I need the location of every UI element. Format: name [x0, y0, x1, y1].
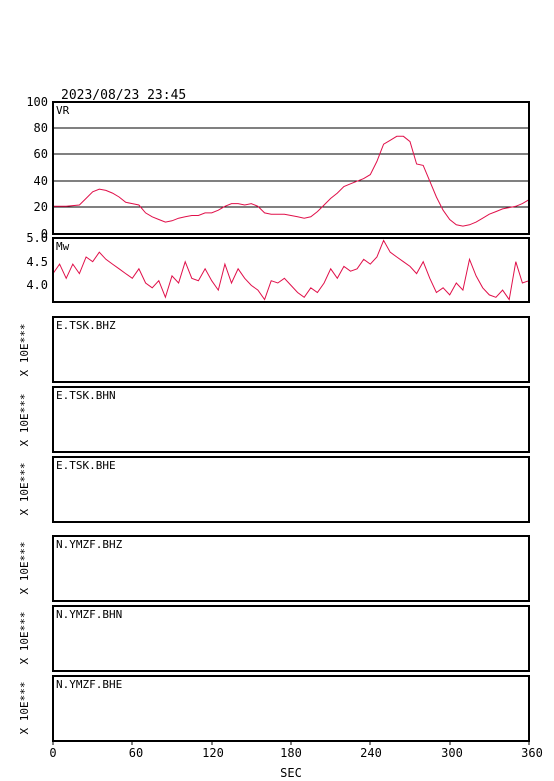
mw-tick-label-5.0: 5.0: [26, 231, 48, 245]
vr-panel: VR 0 20 40 60 80 100: [26, 95, 530, 241]
station-panel-e-tsk-bhz: E.TSK.BHZ X 10E***: [18, 316, 530, 383]
x-tick-label-360: 360: [521, 746, 543, 760]
station-label: N.YMZF.BHN: [56, 608, 122, 621]
vr-tick-label-20: 20: [34, 200, 48, 214]
station-label: N.YMZF.BHZ: [56, 538, 123, 551]
x-tick-label-0: 0: [49, 746, 56, 760]
station-panel-e-tsk-bhe: E.TSK.BHE X 10E***: [18, 456, 530, 523]
vr-tick-label-60: 60: [34, 147, 48, 161]
station-scale-label: X 10E***: [18, 612, 31, 665]
station-scale-label: X 10E***: [18, 682, 31, 735]
station-frame: [52, 456, 530, 523]
mw-tick-label-4.5: 4.5: [26, 255, 48, 269]
station-panel-n-ymzf-bhe: N.YMZF.BHE X 10E***: [18, 675, 530, 742]
station-panel-n-ymzf-bhz: N.YMZF.BHZ X 10E***: [18, 535, 530, 602]
vr-label: VR: [56, 104, 70, 117]
vr-tick-label-40: 40: [34, 174, 48, 188]
mw-panel: Mw 4.0 4.5 5.0: [26, 231, 530, 303]
station-frame: [52, 386, 530, 453]
station-scale-label: X 10E***: [18, 394, 31, 447]
station-panel-n-ymzf-bhn: N.YMZF.BHN X 10E***: [18, 605, 530, 672]
mw-series-line: [52, 239, 530, 301]
mw-label: Mw: [56, 240, 70, 253]
vr-tick-label-100: 100: [26, 95, 48, 109]
mw-tick-label-4.0: 4.0: [26, 278, 48, 292]
station-label: E.TSK.BHE: [56, 459, 116, 472]
station-label: E.TSK.BHZ: [56, 319, 116, 332]
vr-tick-label-80: 80: [34, 121, 48, 135]
station-label: E.TSK.BHN: [56, 389, 116, 402]
x-tick-label-300: 300: [441, 746, 463, 760]
timestamp: 2023/08/23 23:45: [61, 88, 186, 103]
station-frame: [52, 605, 530, 672]
vr-tick-label-0: 0: [41, 227, 48, 241]
station-frame: [52, 316, 530, 383]
x-tick-label-180: 180: [280, 746, 302, 760]
station-scale-label: X 10E***: [18, 463, 31, 516]
station-label: N.YMZF.BHE: [56, 678, 122, 691]
mw-frame: [52, 237, 530, 303]
x-tick-label-240: 240: [360, 746, 382, 760]
x-tick-label-120: 120: [202, 746, 224, 760]
x-axis-label: SEC: [280, 766, 302, 780]
x-axis: 0 60 120 180 240 300 360 SEC: [49, 741, 543, 780]
x-tick-label-60: 60: [129, 746, 143, 760]
station-panel-e-tsk-bhn: E.TSK.BHN X 10E***: [18, 386, 530, 453]
vr-series-line: [53, 135, 530, 227]
vr-frame: [52, 101, 530, 235]
station-frame: [52, 535, 530, 602]
station-frame: [52, 675, 530, 742]
station-scale-label: X 10E***: [18, 324, 31, 377]
station-scale-label: X 10E***: [18, 542, 31, 595]
